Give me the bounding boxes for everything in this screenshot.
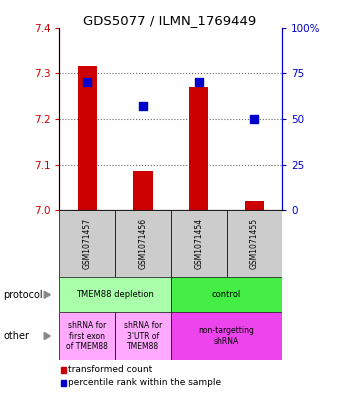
Bar — [59, 210, 115, 277]
Point — [252, 116, 257, 122]
Bar — [59, 277, 171, 312]
Text: GSM1071456: GSM1071456 — [138, 218, 148, 269]
Bar — [244, 201, 264, 210]
Text: shRNA for
3'UTR of
TMEM88: shRNA for 3'UTR of TMEM88 — [124, 321, 162, 351]
Point — [85, 79, 90, 86]
Text: GSM1071457: GSM1071457 — [83, 218, 92, 269]
Bar — [171, 277, 282, 312]
Bar — [59, 312, 115, 360]
Bar — [133, 171, 153, 210]
Bar — [226, 210, 282, 277]
Text: protocol: protocol — [3, 290, 43, 300]
Text: TMEM88 depletion: TMEM88 depletion — [76, 290, 154, 299]
Point — [196, 79, 201, 86]
Text: transformed count: transformed count — [68, 365, 152, 374]
Text: GDS5077 / ILMN_1769449: GDS5077 / ILMN_1769449 — [83, 14, 257, 27]
Text: non-targetting
shRNA: non-targetting shRNA — [199, 326, 254, 346]
Text: GSM1071454: GSM1071454 — [194, 218, 203, 269]
Bar — [115, 312, 171, 360]
Bar — [78, 66, 97, 210]
Bar — [171, 210, 226, 277]
Bar — [189, 87, 208, 210]
Bar — [115, 210, 171, 277]
Text: percentile rank within the sample: percentile rank within the sample — [68, 378, 221, 387]
Point — [140, 103, 146, 109]
Text: control: control — [212, 290, 241, 299]
Text: shRNA for
first exon
of TMEM88: shRNA for first exon of TMEM88 — [66, 321, 108, 351]
Text: GSM1071455: GSM1071455 — [250, 218, 259, 269]
Text: other: other — [3, 331, 29, 341]
Bar — [171, 312, 282, 360]
